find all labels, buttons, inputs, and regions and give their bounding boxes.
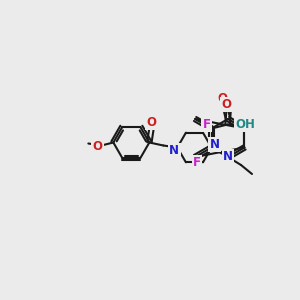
Text: O: O xyxy=(217,92,227,106)
Text: H: H xyxy=(244,121,253,130)
Text: OH: OH xyxy=(236,118,256,131)
Text: F: F xyxy=(202,118,211,131)
Text: N: N xyxy=(223,151,233,164)
Text: F: F xyxy=(193,157,201,169)
Text: N: N xyxy=(209,138,220,151)
Text: O: O xyxy=(146,116,156,129)
Text: N: N xyxy=(169,144,179,157)
Text: O: O xyxy=(92,140,102,153)
Text: O: O xyxy=(221,98,232,111)
